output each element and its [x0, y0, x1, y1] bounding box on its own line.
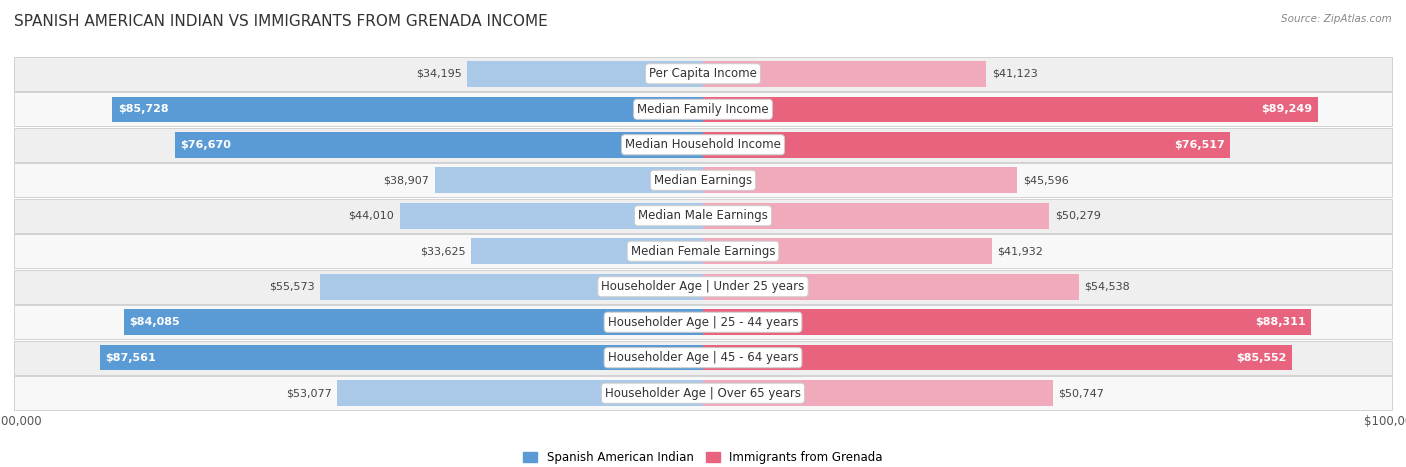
Bar [100, 345, 703, 370]
Text: $85,728: $85,728 [118, 104, 169, 114]
Text: $88,311: $88,311 [1256, 317, 1306, 327]
Bar [14, 163, 1392, 197]
Text: Median Male Earnings: Median Male Earnings [638, 209, 768, 222]
Text: $45,596: $45,596 [1022, 175, 1069, 185]
Text: Householder Age | Over 65 years: Householder Age | Over 65 years [605, 387, 801, 400]
Bar [14, 305, 1392, 339]
Text: $34,195: $34,195 [416, 69, 463, 79]
Bar [703, 381, 1053, 406]
Bar [703, 274, 1078, 299]
Bar [703, 97, 1317, 122]
Text: $33,625: $33,625 [420, 246, 465, 256]
Bar [174, 132, 703, 157]
Text: $41,932: $41,932 [997, 246, 1043, 256]
Text: $76,670: $76,670 [180, 140, 231, 150]
Text: $55,573: $55,573 [269, 282, 315, 292]
Text: Per Capita Income: Per Capita Income [650, 67, 756, 80]
Text: Householder Age | Under 25 years: Householder Age | Under 25 years [602, 280, 804, 293]
Bar [14, 199, 1392, 233]
Bar [703, 239, 991, 264]
Bar [14, 270, 1392, 304]
Text: Median Female Earnings: Median Female Earnings [631, 245, 775, 258]
Bar [14, 234, 1392, 268]
Text: $84,085: $84,085 [129, 317, 180, 327]
Text: $76,517: $76,517 [1174, 140, 1225, 150]
Bar [703, 61, 987, 86]
Text: $54,538: $54,538 [1084, 282, 1130, 292]
Bar [112, 97, 703, 122]
Legend: Spanish American Indian, Immigrants from Grenada: Spanish American Indian, Immigrants from… [519, 446, 887, 467]
Bar [703, 345, 1292, 370]
Bar [703, 203, 1049, 228]
Text: $44,010: $44,010 [349, 211, 394, 221]
Bar [14, 341, 1392, 375]
Bar [471, 239, 703, 264]
Bar [703, 132, 1230, 157]
Bar [14, 376, 1392, 410]
Text: $85,552: $85,552 [1236, 353, 1286, 363]
Text: $41,123: $41,123 [991, 69, 1038, 79]
Text: $53,077: $53,077 [285, 388, 332, 398]
Text: $50,279: $50,279 [1054, 211, 1101, 221]
Bar [14, 128, 1392, 162]
Bar [703, 310, 1312, 335]
Bar [14, 57, 1392, 91]
Bar [124, 310, 703, 335]
Bar [337, 381, 703, 406]
Text: Median Earnings: Median Earnings [654, 174, 752, 187]
Text: Source: ZipAtlas.com: Source: ZipAtlas.com [1281, 14, 1392, 24]
Text: Median Family Income: Median Family Income [637, 103, 769, 116]
Text: $38,907: $38,907 [384, 175, 429, 185]
Bar [467, 61, 703, 86]
Bar [399, 203, 703, 228]
Bar [434, 168, 703, 193]
Text: SPANISH AMERICAN INDIAN VS IMMIGRANTS FROM GRENADA INCOME: SPANISH AMERICAN INDIAN VS IMMIGRANTS FR… [14, 14, 548, 29]
Text: $89,249: $89,249 [1261, 104, 1312, 114]
Bar [321, 274, 703, 299]
Text: $50,747: $50,747 [1059, 388, 1104, 398]
Bar [14, 92, 1392, 126]
Text: Householder Age | 25 - 44 years: Householder Age | 25 - 44 years [607, 316, 799, 329]
Text: $87,561: $87,561 [105, 353, 156, 363]
Bar [703, 168, 1017, 193]
Text: Median Household Income: Median Household Income [626, 138, 780, 151]
Text: Householder Age | 45 - 64 years: Householder Age | 45 - 64 years [607, 351, 799, 364]
